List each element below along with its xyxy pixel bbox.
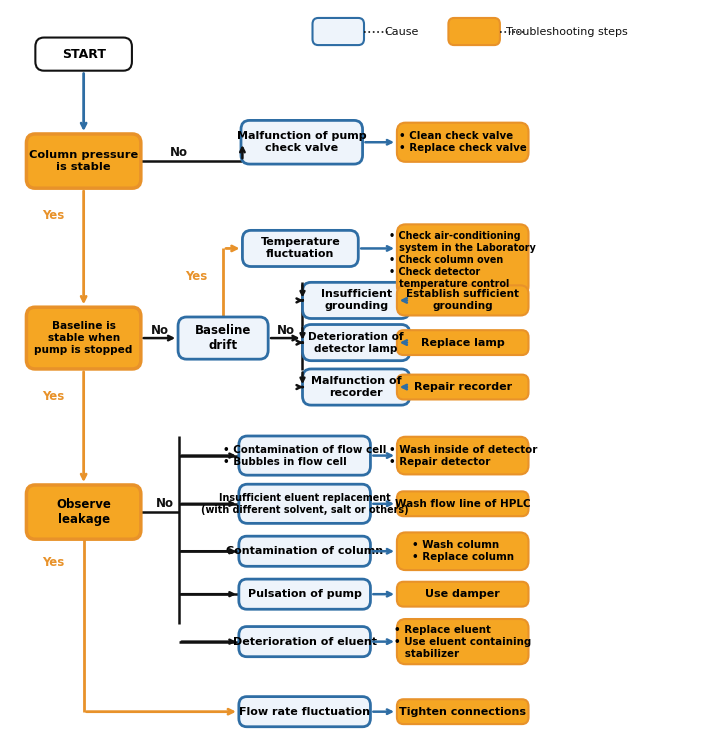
- Text: • Contamination of flow cell
• Bubbles in flow cell: • Contamination of flow cell • Bubbles i…: [223, 445, 386, 466]
- FancyBboxPatch shape: [239, 627, 370, 657]
- Text: Deterioration of
detector lamp: Deterioration of detector lamp: [308, 332, 404, 354]
- Text: Temperature
fluctuation: Temperature fluctuation: [261, 237, 340, 259]
- FancyBboxPatch shape: [397, 491, 528, 516]
- FancyBboxPatch shape: [397, 582, 528, 606]
- FancyBboxPatch shape: [239, 536, 370, 566]
- FancyBboxPatch shape: [27, 134, 141, 188]
- Text: Column pressure
is stable: Column pressure is stable: [29, 150, 139, 172]
- Text: No: No: [169, 146, 188, 159]
- FancyBboxPatch shape: [239, 436, 370, 476]
- FancyBboxPatch shape: [178, 317, 268, 359]
- FancyBboxPatch shape: [397, 532, 528, 570]
- Text: Malfunction of
recorder: Malfunction of recorder: [311, 376, 401, 398]
- Text: Yes: Yes: [185, 270, 207, 283]
- FancyBboxPatch shape: [397, 437, 528, 475]
- Text: Tighten connections: Tighten connections: [399, 707, 526, 717]
- Text: Deterioration of eluent: Deterioration of eluent: [233, 637, 377, 646]
- Text: Replace lamp: Replace lamp: [421, 338, 505, 348]
- Text: Insufficient
grounding: Insufficient grounding: [320, 290, 392, 311]
- Text: Baseline is
stable when
pump is stopped: Baseline is stable when pump is stopped: [34, 321, 133, 355]
- Text: Wash flow line of HPLC: Wash flow line of HPLC: [395, 499, 531, 509]
- FancyBboxPatch shape: [239, 484, 370, 523]
- Text: Flow rate fluctuation: Flow rate fluctuation: [239, 707, 370, 717]
- Text: Contamination of column: Contamination of column: [226, 547, 383, 556]
- Text: Yes: Yes: [42, 389, 65, 403]
- FancyBboxPatch shape: [312, 18, 364, 45]
- FancyBboxPatch shape: [35, 38, 132, 70]
- Text: • Check air-conditioning
   system in the Laboratory
• Check column oven
• Check: • Check air-conditioning system in the L…: [389, 231, 536, 289]
- Text: Yes: Yes: [42, 209, 65, 222]
- FancyBboxPatch shape: [302, 369, 410, 405]
- FancyBboxPatch shape: [397, 699, 528, 724]
- FancyBboxPatch shape: [302, 282, 410, 318]
- Text: Troubleshooting steps: Troubleshooting steps: [505, 26, 628, 36]
- FancyBboxPatch shape: [397, 330, 528, 355]
- Text: • Wash inside of detector
• Repair detector: • Wash inside of detector • Repair detec…: [388, 445, 537, 466]
- Text: No: No: [151, 324, 169, 337]
- Text: Repair recorder: Repair recorder: [414, 382, 512, 392]
- FancyBboxPatch shape: [397, 122, 528, 162]
- FancyBboxPatch shape: [397, 619, 528, 665]
- FancyBboxPatch shape: [27, 307, 141, 369]
- Text: Yes: Yes: [42, 556, 65, 569]
- FancyBboxPatch shape: [27, 485, 141, 539]
- Text: START: START: [62, 48, 106, 60]
- Text: Cause: Cause: [385, 26, 419, 36]
- Text: No: No: [156, 497, 174, 510]
- FancyBboxPatch shape: [397, 375, 528, 399]
- FancyBboxPatch shape: [397, 225, 528, 295]
- Text: Use damper: Use damper: [425, 589, 500, 600]
- Text: Pulsation of pump: Pulsation of pump: [248, 589, 362, 600]
- FancyBboxPatch shape: [239, 579, 370, 609]
- Text: • Replace eluent
• Use eluent containing
   stabilizer: • Replace eluent • Use eluent containing…: [394, 624, 531, 658]
- FancyBboxPatch shape: [239, 696, 370, 727]
- FancyBboxPatch shape: [243, 231, 358, 267]
- FancyBboxPatch shape: [397, 285, 528, 315]
- FancyBboxPatch shape: [449, 18, 500, 45]
- Text: Malfunction of pump
check valve: Malfunction of pump check valve: [237, 132, 367, 153]
- Text: • Wash column
• Replace column: • Wash column • Replace column: [411, 541, 513, 562]
- Text: Baseline
drift: Baseline drift: [195, 324, 251, 352]
- Text: Insufficient eluent replacement
(with different solvent, salt or others): Insufficient eluent replacement (with di…: [201, 493, 409, 515]
- Text: Establish sufficient
grounding: Establish sufficient grounding: [406, 290, 519, 311]
- FancyBboxPatch shape: [241, 120, 363, 164]
- Text: No: No: [277, 324, 295, 337]
- FancyBboxPatch shape: [302, 324, 410, 361]
- Text: • Clean check valve
• Replace check valve: • Clean check valve • Replace check valv…: [398, 132, 526, 153]
- Text: Observe
leakage: Observe leakage: [56, 497, 111, 526]
